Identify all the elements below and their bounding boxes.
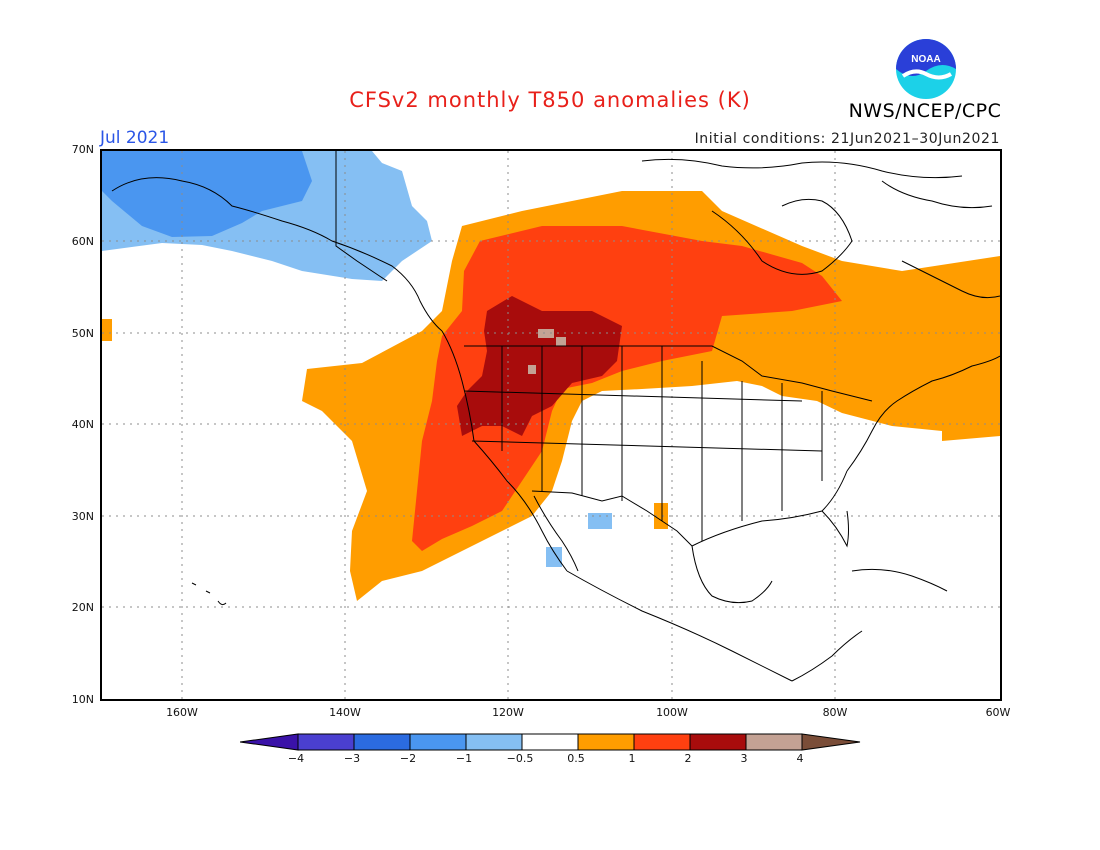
- lon-label: 60W: [985, 706, 1011, 719]
- colorbar-bin: [240, 733, 299, 751]
- colorbar-bin: [353, 733, 411, 751]
- lon-label: 120W: [492, 706, 524, 719]
- colorbar-bin: [521, 733, 579, 751]
- colorbar-tick-label: 2: [684, 752, 692, 765]
- colorbar-tick-label: −3: [343, 752, 361, 765]
- anomaly-patch-left-edge: [102, 319, 112, 341]
- colorbar-tick-label: 4: [796, 752, 804, 765]
- colorbar-bin: [745, 733, 803, 751]
- anomaly-patch-tan-1: [538, 329, 554, 338]
- lat-label: 60N: [71, 235, 94, 248]
- lat-label: 30N: [71, 510, 94, 523]
- anomaly-patch-tan-2: [556, 337, 566, 346]
- colorbar-bin: [409, 733, 467, 751]
- coastlines: [111, 151, 1000, 682]
- noaa-logo: NOAA: [896, 39, 956, 99]
- initial-conditions: Initial conditions: 21Jun2021–30Jun2021: [694, 131, 1000, 147]
- lon-label: 100W: [656, 706, 688, 719]
- lat-label: 70N: [71, 143, 94, 156]
- colorbar-tick-label: −2: [399, 752, 417, 765]
- lon-label: 140W: [329, 706, 361, 719]
- anomaly-patch-tan-3: [528, 365, 536, 374]
- lat-label: 50N: [71, 327, 94, 340]
- anomaly-region-blue: [102, 151, 312, 237]
- colorbar-bin: [577, 733, 635, 751]
- colorbar-tick-label: 3: [740, 752, 748, 765]
- colorbar-bin: [689, 733, 747, 751]
- colorbar-tick-label: −0.5: [506, 752, 534, 765]
- map-frame: [100, 149, 1002, 701]
- lon-label: 80W: [822, 706, 848, 719]
- colorbar: [240, 733, 861, 751]
- anomaly-region-dark-red: [457, 296, 622, 436]
- colorbar-bin: [801, 733, 861, 751]
- borders: [463, 345, 873, 547]
- lat-label: 20N: [71, 601, 94, 614]
- colorbar-tick-label: 0.5: [567, 752, 585, 765]
- anomaly-patch-mexico-2: [546, 547, 562, 567]
- colorbar-bin: [633, 733, 691, 751]
- valid-month: Jul 2021: [100, 128, 170, 148]
- lat-label: 10N: [71, 693, 94, 706]
- lon-label: 160W: [166, 706, 198, 719]
- anomaly-map: [102, 151, 1000, 699]
- lat-label: 40N: [71, 418, 94, 431]
- colorbar-bin: [465, 733, 523, 751]
- anomaly-patch-mexico-1: [588, 513, 612, 529]
- noaa-logo-text: NOAA: [911, 54, 940, 65]
- colorbar-bin: [297, 733, 355, 751]
- organization-label: NWS/NCEP/CPC: [848, 100, 1002, 122]
- colorbar-tick-label: −4: [287, 752, 305, 765]
- graticule: [102, 151, 1000, 699]
- colorbar-tick-label: 1: [628, 752, 636, 765]
- colorbar-tick-label: −1: [455, 752, 473, 765]
- map-title: CFSv2 monthly T850 anomalies (K): [349, 88, 751, 112]
